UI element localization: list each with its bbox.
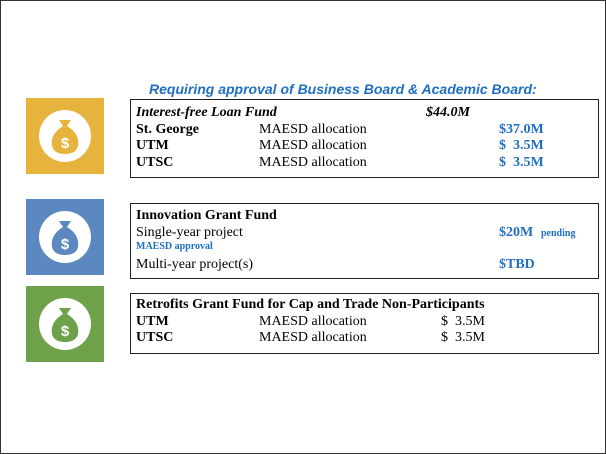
fund-box (130, 203, 599, 279)
money-icon: $ (26, 199, 104, 275)
amount: $ 3.5M (499, 155, 544, 170)
campus: UTM (136, 138, 169, 153)
money-icon: $ (26, 98, 104, 174)
label: Single-year project (136, 225, 243, 240)
fund-amount: $44.0M (426, 105, 470, 120)
fund-box (130, 293, 599, 354)
amount: $ 3.5M (499, 138, 544, 153)
campus: St. George (136, 122, 199, 137)
campus: UTSC (136, 330, 174, 345)
campus: UTSC (136, 155, 174, 170)
fund-title: Interest-free Loan Fund (136, 105, 277, 120)
source: MAESD allocation (259, 155, 367, 170)
campus: UTM (136, 314, 169, 329)
svg-text:$: $ (61, 323, 70, 340)
amount: $TBD (499, 257, 535, 272)
heading: Requiring approval of Business Board & A… (149, 81, 537, 97)
amount: $ 3.5M (441, 330, 485, 345)
source: MAESD allocation (259, 330, 367, 345)
source: MAESD allocation (259, 122, 367, 137)
fund-title: Retrofits Grant Fund for Cap and Trade N… (136, 297, 485, 312)
subnote: MAESD approval (136, 241, 213, 252)
source: MAESD allocation (259, 138, 367, 153)
label: Multi-year project(s) (136, 257, 254, 272)
note: pending (541, 228, 576, 239)
source: MAESD allocation (259, 314, 367, 329)
svg-text:$: $ (61, 135, 70, 152)
amount: $ 3.5M (441, 314, 485, 329)
amount: $20M (499, 225, 534, 240)
money-icon: $ (26, 286, 104, 362)
svg-text:$: $ (61, 236, 70, 253)
amount: $37.0M (499, 122, 544, 137)
fund-title: Innovation Grant Fund (136, 208, 277, 223)
fund-box (130, 99, 599, 178)
